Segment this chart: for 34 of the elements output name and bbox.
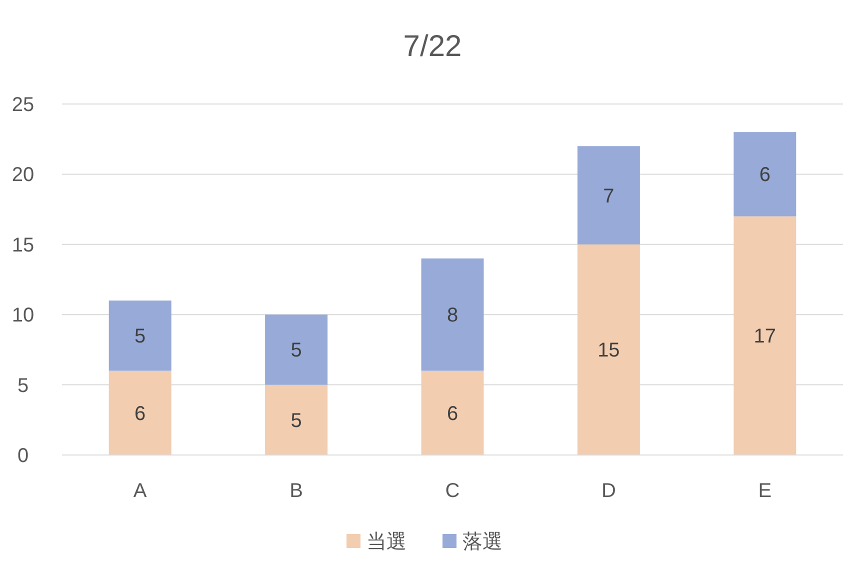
- legend-label: 落選: [462, 531, 502, 553]
- bar: [734, 216, 796, 455]
- data-label: 5: [290, 410, 302, 432]
- data-label: 5: [290, 340, 302, 362]
- data-label: 6: [759, 164, 770, 186]
- x-tick-label: A: [133, 480, 148, 502]
- bar: [577, 244, 640, 455]
- x-tick-label: D: [601, 480, 616, 502]
- y-tick-label: 20: [12, 164, 34, 186]
- y-tick-label: 15: [12, 234, 34, 256]
- bar: [265, 314, 328, 385]
- data-label: 6: [134, 402, 146, 425]
- x-tick-label: B: [290, 480, 303, 502]
- data-label: 6: [446, 402, 458, 425]
- data-label: 8: [446, 304, 458, 327]
- data-label: 15: [598, 340, 620, 362]
- chart-title: 7/22: [403, 30, 462, 63]
- bar: [108, 300, 172, 371]
- bar: [577, 146, 640, 244]
- bar: [421, 258, 484, 371]
- bar: [265, 384, 328, 455]
- bar: [734, 132, 796, 216]
- y-tick-label: 10: [12, 304, 34, 327]
- y-tick-label: 5: [17, 374, 29, 397]
- bar: [421, 370, 484, 455]
- x-tick-label: C: [445, 480, 460, 502]
- bar: [108, 370, 172, 455]
- data-label: 17: [754, 326, 776, 348]
- y-tick-label: 25: [12, 94, 34, 116]
- y-tick-label: 0: [17, 445, 29, 467]
- data-label: 5: [134, 326, 146, 348]
- x-tick-label: E: [758, 480, 772, 502]
- data-label: 7: [603, 185, 614, 208]
- legend-label: 当選: [366, 531, 406, 553]
